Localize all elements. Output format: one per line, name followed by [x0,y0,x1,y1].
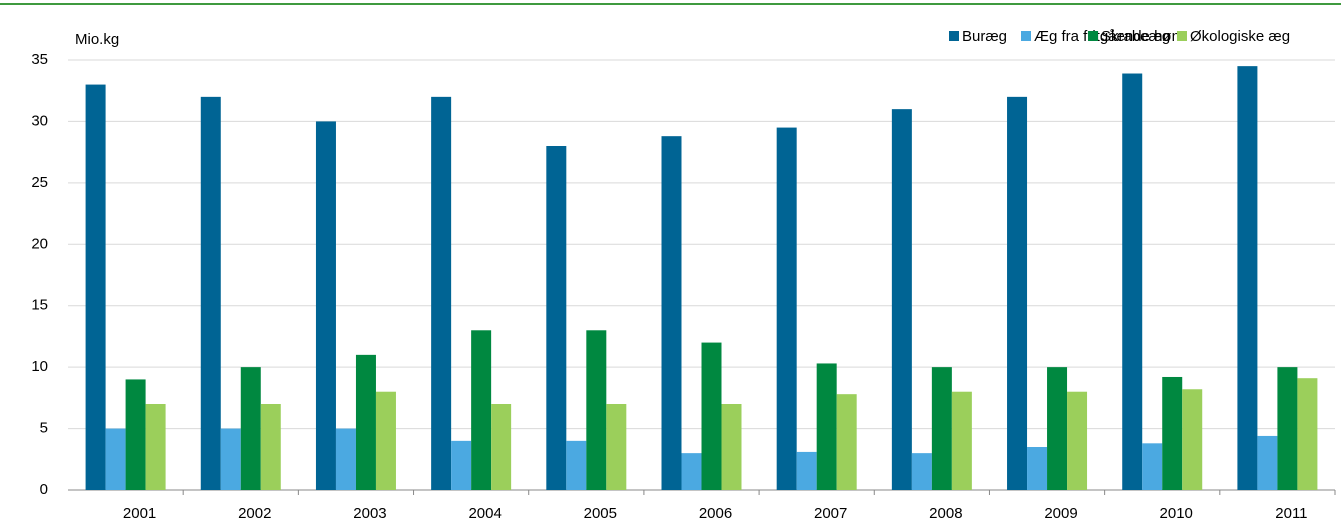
y-tick-label: 30 [31,112,48,129]
bar [105,428,126,490]
y-tick-label: 25 [31,174,48,191]
bar [911,453,932,490]
bar [471,330,492,490]
bar [375,391,396,490]
bar [125,379,146,490]
y-tick-label: 10 [31,358,48,375]
bar [816,363,837,490]
x-tick-label: 2010 [1160,505,1193,522]
legend-swatch [1088,31,1098,41]
bar [85,84,106,491]
x-tick-label: 2003 [353,505,386,522]
x-tick-label: 2009 [1044,505,1077,522]
legend-label: Skrabeæg [1101,28,1170,45]
legend-label: Økologiske æg [1190,28,1290,45]
x-tick-label: 2011 [1275,505,1307,522]
bar [661,136,682,490]
bar [1277,367,1298,490]
bar [1142,443,1163,490]
legend-label: Buræg [962,28,1007,45]
x-tick-label: 2001 [123,505,156,522]
bar [951,391,972,490]
x-tick-label: 2002 [238,505,271,522]
bar [451,440,472,490]
x-tick-label: 2004 [468,505,501,522]
bar [1257,435,1278,490]
bar [491,404,512,490]
bar [681,453,702,490]
bar [931,367,952,490]
bar [721,404,742,490]
y-tick-label: 15 [31,297,48,314]
x-tick-label: 2008 [929,505,962,522]
bar [1297,378,1318,490]
bar [1237,66,1258,491]
legend-swatch [1021,31,1031,41]
bar [1007,96,1028,490]
x-tick-label: 2005 [584,505,617,522]
bar [1182,389,1203,490]
bar [220,428,241,490]
bar [606,404,627,490]
legend-label: Æg fra fritgående høns [1034,28,1187,45]
y-tick-label: 5 [40,420,48,437]
x-tick-label: 2007 [814,505,847,522]
legend-swatch [1177,31,1187,41]
bar [586,330,607,490]
y-axis-label: Mio.kg [75,31,119,48]
y-tick-label: 35 [31,51,48,68]
bar [315,121,336,490]
bar [200,96,221,490]
bar [1027,447,1048,490]
bar [776,127,797,491]
bar [1047,367,1068,490]
bar [1162,376,1183,490]
bar [355,354,376,490]
bar [260,404,281,490]
bar [836,394,857,490]
y-tick-label: 0 [40,481,48,498]
y-tick-label: 20 [31,235,48,252]
bar [546,146,567,490]
bar [796,451,817,490]
bar [145,404,166,490]
bar [566,440,587,490]
bar [891,109,912,491]
bar [240,367,261,490]
x-tick-label: 2006 [699,505,732,522]
legend-swatch [949,31,959,41]
bar [431,96,452,490]
bar [335,428,356,490]
bar [701,342,722,490]
bar [1122,73,1143,490]
bar [1067,391,1088,490]
